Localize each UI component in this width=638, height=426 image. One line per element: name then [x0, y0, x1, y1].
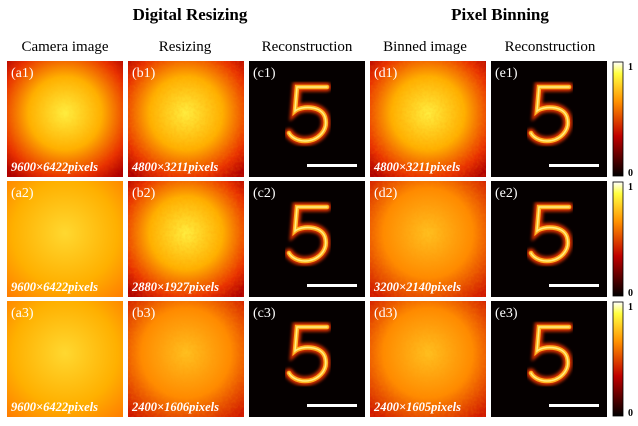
scale-bar — [549, 404, 599, 407]
column-header: Reconstruction — [505, 39, 596, 55]
pixel-count: 9600×6422pixels — [11, 160, 98, 174]
panel-label: (a1) — [11, 66, 34, 81]
scale-bar — [307, 164, 357, 167]
pixel-count: 9600×6422pixels — [11, 400, 98, 414]
group-title: Pixel Binning — [451, 5, 549, 24]
column-header: Reconstruction — [262, 39, 353, 55]
pixel-count: 9600×6422pixels — [11, 280, 98, 294]
column-header: Camera image — [21, 39, 108, 55]
colorbar-label: 1 — [628, 182, 633, 193]
column-header: Binned image — [383, 39, 467, 55]
colorbar-label: 1 — [628, 302, 633, 313]
panel-label: (d1) — [374, 66, 398, 81]
colorbar — [613, 62, 623, 176]
panel-label: (a3) — [11, 306, 34, 321]
panel-label: (c3) — [253, 306, 276, 321]
panel-label: (e1) — [495, 66, 518, 81]
pixel-count: 4800×3211pixels — [131, 160, 218, 174]
colorbar — [613, 302, 623, 416]
panel-label: (b2) — [132, 186, 156, 201]
panel-label: (d3) — [374, 306, 398, 321]
figure: Digital Resizing Pixel Binning Camera im… — [0, 0, 638, 426]
panel-label: (d2) — [374, 186, 398, 201]
panel-label: (e3) — [495, 306, 518, 321]
scale-bar — [307, 284, 357, 287]
pixel-count: 2400×1606pixels — [131, 400, 219, 414]
colorbar-label: 0 — [628, 168, 633, 179]
panel-label: (c1) — [253, 66, 276, 81]
pixel-count: 4800×3211pixels — [373, 160, 460, 174]
panel-label: (c2) — [253, 186, 276, 201]
pixel-count: 2400×1605pixels — [373, 400, 461, 414]
colorbar-label: 1 — [628, 62, 633, 73]
group-title: Digital Resizing — [133, 5, 248, 24]
scale-bar — [307, 404, 357, 407]
pixel-count: 2880×1927pixels — [131, 280, 219, 294]
colorbar — [613, 182, 623, 296]
panel-label: (b1) — [132, 66, 156, 81]
colorbar-label: 0 — [628, 288, 633, 299]
column-header: Resizing — [159, 39, 212, 55]
panel-label: (e2) — [495, 186, 518, 201]
scale-bar — [549, 164, 599, 167]
panel-label: (a2) — [11, 186, 34, 201]
scale-bar — [549, 284, 599, 287]
colorbar-label: 0 — [628, 408, 633, 419]
panel-label: (b3) — [132, 306, 156, 321]
pixel-count: 3200×2140pixels — [373, 280, 461, 294]
